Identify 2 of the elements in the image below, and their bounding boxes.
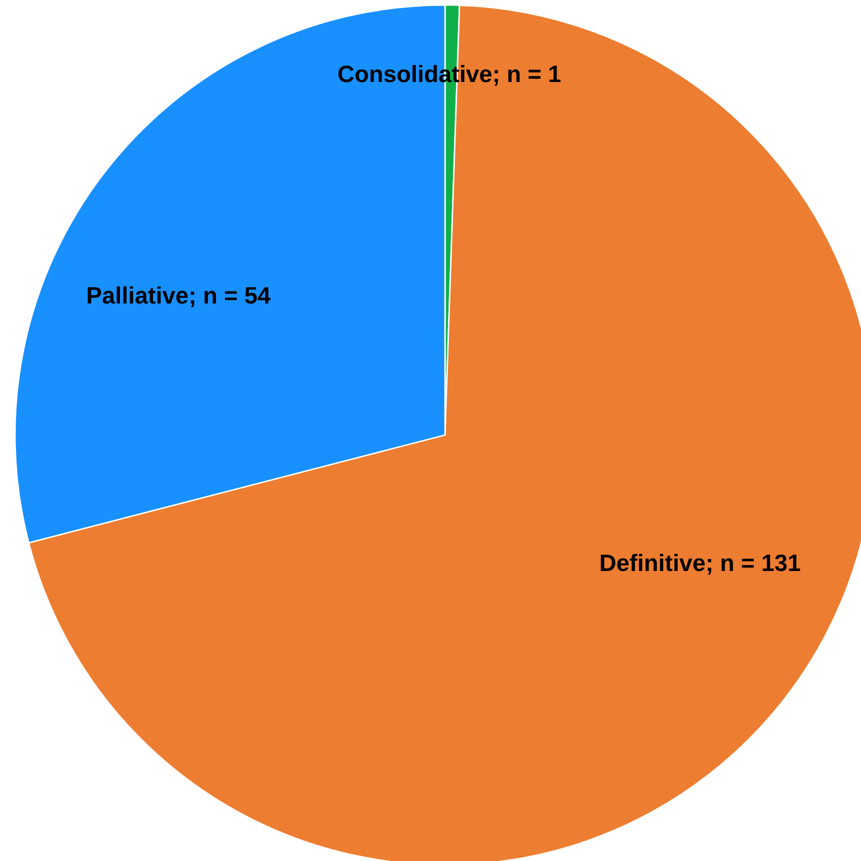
slice-label: Definitive; n = 131 <box>600 554 800 575</box>
slice-label: Palliative; n = 54 <box>88 286 270 308</box>
